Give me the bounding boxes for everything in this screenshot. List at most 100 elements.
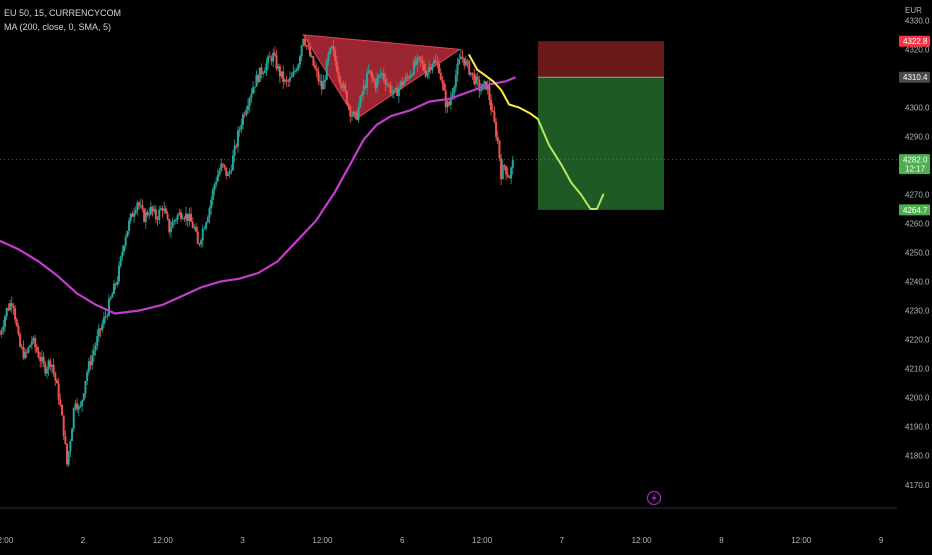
candle-body[interactable]: [39, 357, 42, 362]
candle-body[interactable]: [287, 81, 290, 83]
candle-body[interactable]: [459, 56, 462, 60]
candle-body[interactable]: [443, 83, 446, 91]
candle-body[interactable]: [171, 221, 174, 228]
candle-body[interactable]: [511, 160, 514, 168]
projection-drawing-yellow[interactable]: [468, 54, 539, 121]
candle-body[interactable]: [255, 75, 258, 87]
candle-body[interactable]: [169, 227, 172, 233]
candle-body[interactable]: [99, 328, 102, 331]
candle-body[interactable]: [412, 60, 415, 75]
candle-body[interactable]: [324, 79, 327, 82]
candle-body[interactable]: [159, 208, 162, 210]
candle-body[interactable]: [406, 76, 409, 78]
candle-body[interactable]: [64, 436, 67, 444]
candle-body[interactable]: [54, 372, 57, 381]
candle-body[interactable]: [186, 213, 189, 221]
candle-body[interactable]: [479, 90, 482, 92]
candle-body[interactable]: [225, 167, 228, 176]
candle-body[interactable]: [10, 303, 13, 307]
candle-body[interactable]: [97, 328, 100, 337]
candle-body[interactable]: [129, 213, 132, 221]
candle-body[interactable]: [30, 340, 33, 346]
candle-body[interactable]: [42, 356, 45, 364]
candle-body[interactable]: [22, 347, 25, 359]
candle-body[interactable]: [345, 91, 348, 105]
candle-body[interactable]: [295, 70, 298, 72]
candle-body[interactable]: [374, 80, 377, 88]
candle-body[interactable]: [426, 72, 429, 77]
candle-body[interactable]: [215, 181, 218, 185]
candle-body[interactable]: [335, 61, 338, 72]
candle-body[interactable]: [327, 53, 330, 61]
candle-body[interactable]: [9, 303, 12, 311]
candle-body[interactable]: [407, 77, 410, 79]
stop-loss-zone[interactable]: [537, 41, 664, 78]
candle-body[interactable]: [389, 84, 392, 93]
candle-body[interactable]: [448, 101, 451, 105]
candle-body[interactable]: [81, 400, 84, 406]
candle-body[interactable]: [96, 336, 99, 346]
candle-body[interactable]: [371, 72, 374, 78]
candle-body[interactable]: [506, 174, 509, 177]
candle-body[interactable]: [369, 70, 372, 73]
candle-body[interactable]: [417, 56, 420, 58]
candle-body[interactable]: [342, 84, 345, 89]
candle-body[interactable]: [148, 214, 151, 216]
candle-body[interactable]: [92, 350, 95, 356]
candle-body[interactable]: [280, 71, 283, 77]
candle-body[interactable]: [72, 407, 75, 429]
candle-body[interactable]: [416, 57, 419, 66]
candle-body[interactable]: [491, 110, 494, 112]
candle-body[interactable]: [238, 129, 241, 131]
candle-body[interactable]: [433, 60, 436, 65]
candle-body[interactable]: [82, 393, 85, 401]
candle-body[interactable]: [59, 399, 62, 406]
candle-body[interactable]: [357, 106, 360, 120]
candle-body[interactable]: [154, 209, 157, 219]
candle-body[interactable]: [372, 77, 375, 81]
candle-body[interactable]: [50, 364, 53, 367]
candle-body[interactable]: [312, 56, 315, 66]
candle-body[interactable]: [86, 372, 89, 381]
candle-body[interactable]: [208, 208, 211, 218]
candle-body[interactable]: [352, 111, 355, 116]
candle-body[interactable]: [317, 71, 320, 81]
candle-body[interactable]: [464, 60, 467, 66]
candle-body[interactable]: [178, 212, 181, 216]
candle-body[interactable]: [149, 206, 152, 215]
price-label-badge[interactable]: [899, 35, 930, 47]
candle-body[interactable]: [91, 355, 94, 366]
candle-body[interactable]: [257, 75, 260, 82]
candle-body[interactable]: [490, 99, 493, 111]
candle-body[interactable]: [24, 351, 27, 359]
candle-body[interactable]: [277, 66, 280, 69]
candle-body[interactable]: [89, 361, 92, 366]
candle-body[interactable]: [128, 220, 131, 231]
candle-body[interactable]: [101, 324, 104, 331]
candle-body[interactable]: [394, 87, 397, 91]
candle-body[interactable]: [268, 56, 271, 58]
candle-body[interactable]: [193, 227, 196, 229]
candle-body[interactable]: [143, 209, 146, 222]
candle-body[interactable]: [107, 299, 110, 316]
candle-body[interactable]: [332, 46, 335, 51]
candle-body[interactable]: [206, 217, 209, 223]
candle-body[interactable]: [275, 54, 278, 69]
candle-body[interactable]: [273, 52, 276, 55]
candle-body[interactable]: [428, 67, 431, 73]
candle-body[interactable]: [126, 230, 129, 238]
candle-body[interactable]: [297, 64, 300, 71]
candle-body[interactable]: [397, 87, 400, 97]
candle-body[interactable]: [15, 319, 18, 327]
candle-body[interactable]: [37, 351, 40, 358]
candle-body[interactable]: [116, 281, 119, 285]
candle-body[interactable]: [14, 308, 17, 320]
candle-body[interactable]: [131, 213, 134, 217]
candle-body[interactable]: [203, 228, 206, 230]
candle-body[interactable]: [307, 45, 310, 48]
candle-body[interactable]: [309, 47, 312, 57]
candle-body[interactable]: [181, 218, 184, 220]
candle-body[interactable]: [61, 405, 64, 416]
candle-body[interactable]: [505, 166, 508, 175]
